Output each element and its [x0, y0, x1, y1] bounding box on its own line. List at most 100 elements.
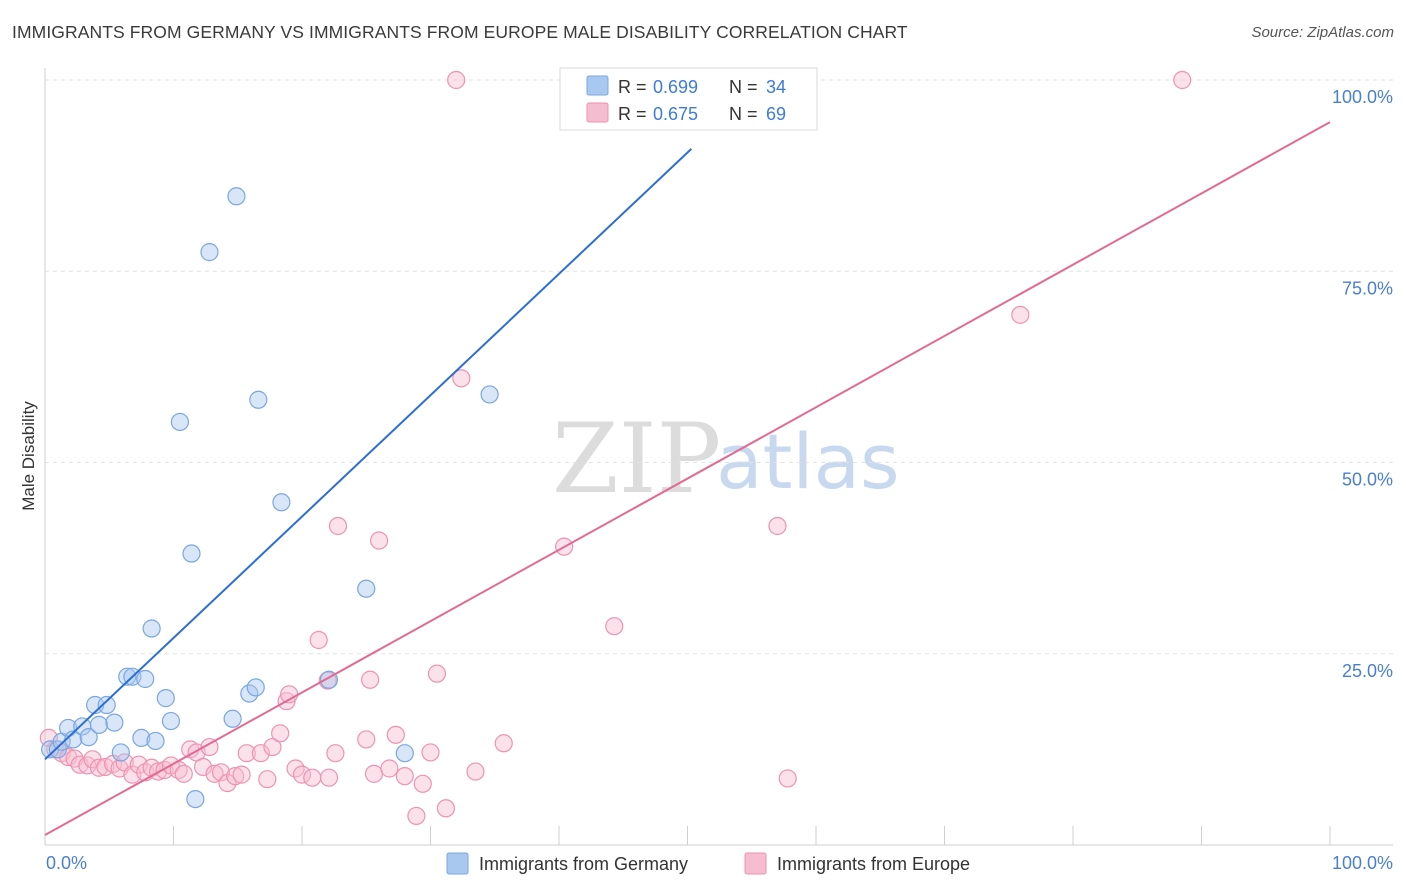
legend-r-value-europe: 0.675: [653, 104, 698, 124]
germany-point-15: [136, 669, 155, 689]
europe-point-34: [263, 737, 282, 757]
trendlines: [44, 121, 1331, 836]
germany-point-6: [79, 728, 98, 747]
europe-point-30: [232, 765, 251, 784]
europe-point-51: [395, 767, 414, 786]
europe-point-28: [218, 773, 237, 793]
europe-point-67: [1173, 70, 1192, 90]
europe-point-31: [237, 744, 256, 763]
y-tick-label-25: 25.0%: [1342, 661, 1393, 681]
watermark-atlas: atlas: [716, 417, 900, 506]
legend-r-label-germany: R =: [618, 77, 647, 97]
europe-point-43: [326, 744, 345, 763]
gridlines: [45, 79, 1393, 655]
europe-point-62: [605, 617, 624, 636]
germany-point-19: [161, 711, 181, 731]
europe-point-40: [303, 768, 322, 787]
europe-point-44: [328, 516, 348, 536]
germany-point-12: [118, 667, 137, 686]
europe-point-25: [200, 737, 219, 757]
europe-point-49: [380, 759, 399, 778]
europe-point-45: [357, 730, 376, 749]
watermark-zip: ZIP: [552, 403, 721, 515]
germany-point-11: [111, 743, 130, 762]
bottom-legend-label-europe: Immigrants from Europe: [777, 854, 970, 874]
europe-point-8: [89, 758, 109, 777]
europe-trendline: [44, 121, 1331, 836]
correlation-legend: R = 0.699 N = 34 R = 0.675 N = 69: [559, 67, 818, 131]
germany-point-24: [223, 709, 242, 728]
europe-point-29: [226, 767, 245, 786]
x-tick-label-min: 0.0%: [46, 853, 87, 873]
y-tick-labels: 25.0% 50.0% 75.0% 100.0%: [1332, 87, 1393, 681]
germany-point-28: [249, 390, 268, 409]
europe-point-50: [386, 725, 405, 744]
europe-point-53: [413, 774, 432, 793]
europe-point-56: [436, 799, 456, 818]
germany-point-18: [156, 689, 175, 708]
chart-title: IMMIGRANTS FROM GERMANY VS IMMIGRANTS FR…: [12, 22, 908, 42]
germany-point-27: [246, 678, 265, 697]
europe-point-47: [364, 764, 384, 783]
germany-point-29: [272, 493, 291, 512]
y-axis-label: Male Disability: [19, 401, 38, 511]
europe-point-32: [251, 744, 270, 763]
bottom-legend-label-germany: Immigrants from Germany: [479, 854, 688, 874]
europe-point-52: [407, 806, 426, 826]
y-tick-label-100: 100.0%: [1332, 87, 1393, 107]
germany-point-33: [395, 744, 414, 763]
germany-point-31: [357, 579, 376, 598]
europe-point-27: [211, 763, 231, 782]
y-tick-label-50: 50.0%: [1342, 470, 1393, 490]
germany-point-8: [89, 715, 109, 734]
germany-point-25: [227, 187, 246, 206]
europe-point-54: [421, 743, 440, 762]
europe-point-60: [494, 734, 513, 753]
germany-point-10: [105, 713, 124, 732]
germany-point-32: [480, 385, 499, 404]
europe-point-41: [309, 630, 328, 650]
europe-point-39: [292, 765, 312, 784]
europe-point-64: [768, 516, 787, 536]
y-tick-label-75: 75.0%: [1342, 278, 1393, 298]
germany-point-23: [200, 243, 219, 262]
europe-point-35: [271, 724, 290, 743]
legend-n-value-germany: 34: [766, 77, 786, 97]
germany-point-20: [170, 412, 190, 432]
germany-point-14: [132, 728, 151, 748]
x-tick-label-max: 100.0%: [1332, 853, 1393, 873]
europe-point-55: [427, 664, 447, 683]
germany-point-16: [142, 619, 161, 638]
legend-swatch-europe: [586, 102, 609, 123]
bottom-legend-swatch-germany: [446, 852, 469, 875]
germany-point-17: [146, 731, 165, 751]
europe-point-65: [778, 769, 797, 788]
germany-series-points: [41, 187, 499, 809]
europe-point-33: [258, 770, 277, 789]
europe-point-59: [466, 762, 485, 781]
europe-point-66: [1011, 305, 1030, 324]
europe-point-24: [193, 757, 213, 777]
germany-point-22: [186, 789, 205, 809]
x-ticks: [173, 826, 1331, 845]
germany-point-21: [182, 544, 201, 563]
legend-n-label-germany: N =: [729, 77, 758, 97]
europe-point-58: [452, 369, 471, 388]
series-legend: Immigrants from Germany Immigrants from …: [446, 852, 970, 875]
watermark: ZIP atlas: [552, 403, 900, 515]
legend-r-value-germany: 0.699: [653, 77, 698, 97]
europe-point-26: [205, 764, 224, 783]
europe-point-48: [370, 531, 389, 550]
legend-r-label-europe: R =: [618, 104, 647, 124]
legend-n-label-europe: N =: [729, 104, 758, 124]
legend-n-value-europe: 69: [766, 104, 786, 124]
europe-point-21: [174, 764, 193, 783]
europe-point-42: [319, 768, 339, 787]
europe-point-46: [361, 670, 380, 689]
legend-swatch-germany: [586, 75, 609, 96]
germany-point-9: [97, 695, 116, 715]
bottom-legend-swatch-europe: [744, 852, 767, 875]
chart-source: Source: ZipAtlas.com: [1251, 24, 1394, 41]
europe-point-57: [447, 70, 466, 90]
